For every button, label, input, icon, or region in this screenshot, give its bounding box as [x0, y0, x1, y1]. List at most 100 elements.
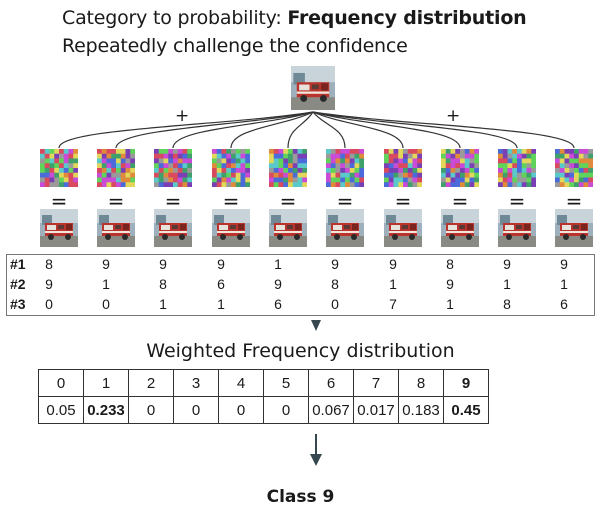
noise-patch: [441, 149, 479, 187]
weight-cell: 0.05: [38, 396, 84, 424]
noise-patch: [40, 149, 78, 187]
class-label-cell: 4: [218, 369, 264, 397]
prediction-row: #3 0 0 1 1 6 0 7 1 8 6: [7, 296, 594, 316]
equals-sign: =: [451, 189, 469, 213]
down-arrow: [311, 320, 321, 331]
fan-line: [115, 111, 314, 149]
noise-patch: [269, 149, 307, 187]
prediction-value: 1: [389, 276, 397, 292]
prediction-value: 0: [45, 296, 53, 312]
class-label-cell: 2: [128, 369, 174, 397]
prediction-value: 9: [159, 256, 167, 272]
prediction-value: 1: [159, 296, 167, 312]
prediction-value: 9: [503, 256, 511, 272]
prediction-value: 1: [217, 296, 225, 312]
weight-cell: 0.183: [398, 396, 444, 424]
prediction-value: 6: [274, 296, 282, 312]
prediction-value: 8: [45, 256, 53, 272]
fan-line: [230, 111, 314, 149]
fan-line: [312, 111, 346, 149]
class-label-cell: 8: [398, 369, 444, 397]
augmented-truck-image: [212, 209, 250, 247]
prediction-value: 9: [331, 256, 339, 272]
equals-sign: =: [508, 189, 526, 213]
augmented-truck-image: [326, 209, 364, 247]
prediction-row-label: #1: [10, 256, 26, 272]
fan-line: [312, 111, 518, 149]
prediction-value: 9: [45, 276, 53, 292]
prediction-value: 0: [102, 296, 110, 312]
class-label-cell: 1: [83, 369, 129, 397]
equals-sign: =: [222, 189, 240, 213]
prediction-value: 1: [503, 276, 511, 292]
title-prefix: Category to probability:: [62, 7, 288, 29]
noise-patch: [498, 149, 536, 187]
augmented-truck-image: [498, 209, 536, 247]
noise-patch: [555, 149, 593, 187]
prediction-value: 7: [389, 296, 397, 312]
prediction-value: 9: [217, 256, 225, 272]
fan-line: [312, 111, 404, 149]
prediction-value: 9: [446, 276, 454, 292]
augmented-truck-image: [154, 209, 192, 247]
augmented-truck-image: [384, 209, 422, 247]
augmented-truck-image: [97, 209, 135, 247]
weight-cell: 0: [218, 396, 264, 424]
fan-out-lines: [58, 111, 575, 149]
prediction-value: 6: [217, 276, 225, 292]
noise-patch: [326, 149, 364, 187]
weight-cell: 0: [263, 396, 309, 424]
class-label-cell: 9: [443, 369, 489, 397]
plus-sign: +: [175, 106, 190, 126]
distribution-title: Weighted Frequency distribution: [146, 340, 455, 362]
down-arrow: [310, 434, 322, 466]
weight-cell: 0.45: [443, 396, 489, 424]
subtitle: Repeatedly challenge the confidence: [62, 35, 408, 57]
prediction-value: 8: [159, 276, 167, 292]
prediction-value: 9: [102, 256, 110, 272]
weight-row: 0.05 0.233 0 0 0 0 0.067 0.017 0.183 0.45: [38, 396, 489, 424]
prediction-value: 0: [331, 296, 339, 312]
prediction-value: 9: [389, 256, 397, 272]
prediction-table: #1 8 9 9 9 1 9 9 8 9 9 #2 9 1 8 6 9 8 1 9 1 1 #3 0 0 1 1 6 0 7 1 8 6: [6, 254, 595, 316]
equals-sign: =: [164, 189, 182, 213]
plus-sign: +: [446, 106, 461, 126]
equals-sign: =: [394, 189, 412, 213]
prediction-value: 8: [446, 256, 454, 272]
weight-cell: 0: [128, 396, 174, 424]
prediction-value: 8: [331, 276, 339, 292]
equals-sign: =: [50, 189, 68, 213]
prediction-value: 6: [560, 296, 568, 312]
title-bold: Frequency distribution: [287, 7, 527, 29]
prediction-row-label: #3: [10, 296, 26, 312]
fan-line: [58, 111, 314, 149]
prediction-value: 1: [274, 256, 282, 272]
prediction-value: 9: [560, 256, 568, 272]
source-truck-image: [291, 66, 335, 110]
equals-sign: =: [565, 189, 583, 213]
weight-cell: 0: [173, 396, 219, 424]
class-label-cell: 7: [353, 369, 399, 397]
prediction-value: 1: [102, 276, 110, 292]
fan-line: [287, 111, 314, 149]
noise-patch: [384, 149, 422, 187]
augmented-truck-image: [555, 209, 593, 247]
prediction-value: 9: [274, 276, 282, 292]
equals-sign: =: [279, 189, 297, 213]
equals-sign: =: [336, 189, 354, 213]
result-class: Class 9: [266, 487, 335, 507]
augmented-truck-image: [441, 209, 479, 247]
weight-cell: 0.233: [83, 396, 129, 424]
class-label-cell: 5: [263, 369, 309, 397]
augmented-truck-image: [269, 209, 307, 247]
augmented-truck-image: [40, 209, 78, 247]
class-label-cell: 6: [308, 369, 354, 397]
equals-sign: =: [107, 189, 125, 213]
prediction-row: #1 8 9 9 9 1 9 9 8 9 9: [7, 256, 594, 276]
weight-cell: 0.067: [308, 396, 354, 424]
fan-line: [312, 111, 461, 149]
class-label-cell: 3: [173, 369, 219, 397]
